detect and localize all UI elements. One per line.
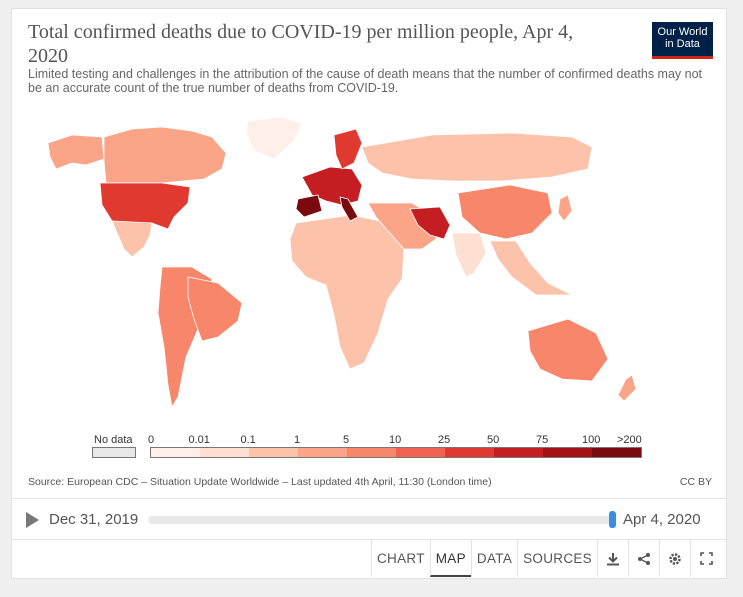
- source-note: Source: European CDC – Situation Update …: [28, 476, 492, 488]
- legend-no-data-swatch[interactable]: [92, 447, 136, 458]
- country-usa[interactable]: [99, 182, 191, 230]
- legend-swatch[interactable]: [494, 448, 543, 457]
- license-label[interactable]: CC BY: [679, 476, 712, 488]
- country-japan[interactable]: [557, 194, 573, 222]
- country-spain[interactable]: [295, 194, 323, 218]
- country-india[interactable]: [451, 232, 487, 278]
- country-canada[interactable]: [103, 126, 227, 184]
- country-mexico[interactable]: [111, 220, 153, 258]
- legend-swatch[interactable]: [543, 448, 592, 457]
- legend-tick-label: >200: [617, 434, 642, 446]
- legend-swatch[interactable]: [151, 448, 200, 457]
- legend-tick-label: 0.1: [240, 434, 256, 446]
- tab-sources[interactable]: SOURCES: [517, 540, 597, 577]
- region-africa[interactable]: [289, 214, 405, 370]
- tab-map[interactable]: MAP: [429, 540, 471, 577]
- legend-tick-label: 100: [582, 434, 601, 446]
- legend-tick-label: 75: [536, 434, 549, 446]
- country-australia[interactable]: [527, 318, 609, 382]
- world-map: [47, 116, 637, 409]
- divider: [12, 498, 726, 499]
- region-southeast-asia[interactable]: [489, 240, 573, 296]
- legend-tick-label: 0: [148, 434, 155, 446]
- country-iran[interactable]: [409, 206, 451, 240]
- legend-swatch[interactable]: [396, 448, 445, 457]
- chart-title: Total confirmed deaths due to COVID-19 p…: [28, 21, 574, 67]
- timeline-start-date: Dec 31, 2019: [49, 511, 139, 528]
- legend-tick-label: 1: [294, 434, 301, 446]
- legend-no-data-label: No data: [94, 434, 133, 446]
- gear-icon[interactable]: [659, 540, 690, 577]
- legend-tick-label: 50: [487, 434, 500, 446]
- legend-swatch[interactable]: [200, 448, 249, 457]
- country-alaska[interactable]: [47, 134, 105, 170]
- region-scandinavia[interactable]: [333, 128, 363, 170]
- legend-swatch[interactable]: [592, 448, 641, 457]
- legend-swatch[interactable]: [249, 448, 298, 457]
- legend-tick-label: 25: [438, 434, 451, 446]
- timeline-slider-track[interactable]: [148, 516, 612, 524]
- country-greenland[interactable]: [245, 116, 303, 160]
- divider: [12, 539, 726, 540]
- fullscreen-icon[interactable]: [690, 540, 721, 577]
- tab-bar: CHART MAP DATA SOURCES: [371, 540, 721, 578]
- country-russia[interactable]: [361, 132, 593, 182]
- tab-data[interactable]: DATA: [470, 540, 517, 577]
- country-brazil[interactable]: [187, 276, 243, 342]
- play-icon[interactable]: [26, 512, 39, 528]
- logo-line2: in Data: [665, 38, 700, 50]
- country-italy[interactable]: [339, 196, 359, 222]
- owid-logo[interactable]: Our World in Data: [652, 22, 713, 59]
- country-new-zealand[interactable]: [617, 374, 637, 402]
- legend-color-bar: [150, 447, 642, 458]
- legend-tick-label: 0.01: [188, 434, 210, 446]
- legend-swatch[interactable]: [298, 448, 347, 457]
- chart-subtitle: Limited testing and challenges in the at…: [28, 67, 703, 95]
- timeline-end-date: Apr 4, 2020: [623, 511, 701, 528]
- legend-tick-label: 10: [389, 434, 402, 446]
- country-china[interactable]: [457, 184, 553, 240]
- legend-swatch[interactable]: [445, 448, 494, 457]
- logo-line1: Our World: [657, 26, 708, 38]
- legend-tick-label: 5: [343, 434, 350, 446]
- legend-swatch[interactable]: [347, 448, 396, 457]
- download-icon[interactable]: [597, 540, 628, 577]
- map-legend: No data 0 0.01 0.1 1 5 10 25 50 75 100 >200: [92, 434, 652, 464]
- tab-chart[interactable]: CHART: [371, 540, 430, 577]
- share-icon[interactable]: [628, 540, 659, 577]
- chart-card: Total confirmed deaths due to COVID-19 p…: [11, 8, 727, 579]
- timeline-slider-handle[interactable]: [609, 511, 616, 528]
